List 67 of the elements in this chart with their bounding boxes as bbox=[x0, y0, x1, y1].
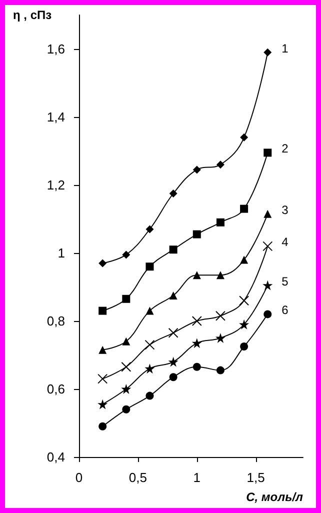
point bbox=[192, 166, 201, 174]
y-tick-label: 1,6 bbox=[46, 42, 65, 56]
point bbox=[121, 384, 132, 394]
point bbox=[216, 271, 224, 280]
point bbox=[240, 342, 248, 350]
point bbox=[146, 392, 154, 400]
point bbox=[98, 259, 107, 268]
point bbox=[192, 338, 202, 348]
point bbox=[122, 294, 130, 303]
y-axis-title: η , сПз bbox=[13, 8, 52, 22]
point bbox=[262, 280, 273, 290]
point bbox=[264, 48, 272, 56]
x-tick-label: 0 bbox=[75, 470, 83, 485]
series-label: 3 bbox=[282, 202, 289, 217]
point bbox=[216, 160, 224, 169]
point bbox=[192, 316, 202, 326]
point bbox=[216, 218, 224, 226]
x-tick-label: 1,5 bbox=[246, 470, 265, 485]
y-tick-label: 1 bbox=[58, 246, 65, 260]
point bbox=[98, 422, 107, 430]
x-axis-title: С, моль/л bbox=[246, 490, 304, 504]
y-tick-label: 1,4 bbox=[46, 110, 65, 124]
point bbox=[262, 241, 273, 252]
point bbox=[192, 230, 201, 238]
point bbox=[240, 204, 248, 213]
series-label: 2 bbox=[282, 142, 289, 156]
point bbox=[169, 246, 178, 254]
y-tick-label: 0,6 bbox=[46, 382, 65, 396]
point bbox=[168, 356, 178, 367]
point bbox=[264, 310, 272, 318]
point bbox=[144, 340, 155, 350]
point bbox=[216, 366, 224, 374]
point bbox=[264, 148, 272, 157]
point bbox=[168, 328, 178, 338]
point bbox=[98, 399, 108, 410]
point bbox=[98, 374, 108, 384]
series-label: 6 bbox=[282, 303, 289, 318]
point bbox=[98, 346, 107, 354]
point bbox=[98, 306, 107, 315]
series-label: 1 bbox=[282, 41, 289, 56]
x-tick-label: 1 bbox=[193, 470, 201, 485]
point bbox=[192, 271, 201, 280]
point bbox=[169, 190, 178, 198]
point bbox=[169, 373, 178, 382]
point bbox=[169, 292, 178, 300]
point bbox=[122, 250, 130, 259]
y-tick-label: 0,8 bbox=[46, 314, 65, 328]
point bbox=[215, 310, 226, 321]
point bbox=[215, 333, 226, 343]
point bbox=[146, 262, 154, 271]
point bbox=[264, 210, 272, 218]
point bbox=[240, 256, 248, 264]
point bbox=[239, 296, 250, 306]
x-tick-label: 0,5 bbox=[128, 470, 147, 485]
point bbox=[146, 225, 154, 234]
series-label: 5 bbox=[282, 274, 289, 288]
series-label: 4 bbox=[282, 235, 289, 250]
point bbox=[146, 306, 154, 315]
point bbox=[192, 362, 201, 371]
point bbox=[239, 319, 250, 330]
point bbox=[122, 405, 130, 414]
point bbox=[122, 337, 130, 346]
point bbox=[121, 362, 132, 372]
y-tick-label: 1,2 bbox=[46, 178, 65, 192]
point bbox=[240, 133, 248, 142]
point bbox=[144, 364, 155, 374]
y-tick-label: 0,4 bbox=[46, 450, 65, 464]
